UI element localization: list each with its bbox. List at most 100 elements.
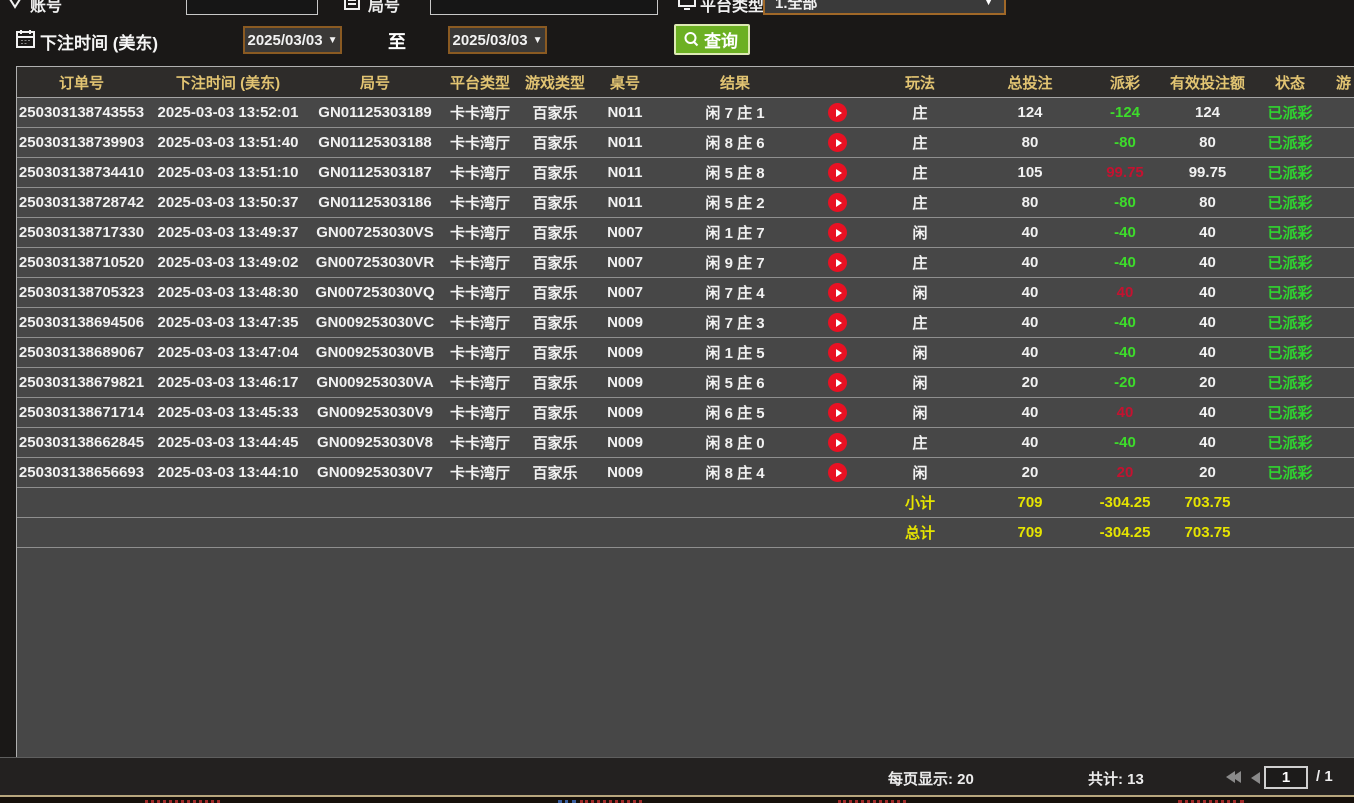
total-count-label: 共计: 13 [1088, 771, 1144, 788]
cell-valid-bet: 40 [1199, 224, 1216, 241]
background-dots [838, 800, 906, 803]
prev-page-button[interactable] [1251, 771, 1260, 788]
table-body: 250303138743553 2025-03-03 13:52:01 GN01… [17, 98, 1354, 488]
round-icon [344, 0, 360, 10]
cell-status: 已派彩 [1267, 165, 1313, 182]
col-bet-time: 下注时间 (美东) [175, 74, 281, 92]
cell-round-id: GN009253030VA [316, 374, 434, 391]
cell-bet-time: 2025-03-03 13:49:02 [157, 254, 299, 271]
cell-total-bet: 40 [1021, 404, 1039, 421]
cell-total-bet: 40 [1021, 434, 1039, 451]
cell-bet-time: 2025-03-03 13:49:37 [157, 224, 299, 241]
cell-table-no: N009 [607, 314, 643, 331]
page-number-input[interactable] [1264, 766, 1308, 789]
play-icon [835, 108, 842, 117]
cell-table-no: N011 [607, 104, 643, 121]
video-play-button[interactable] [828, 223, 847, 242]
cell-order-id: 250303138717330 [18, 224, 145, 241]
cell-order-id: 250303138728742 [18, 194, 145, 211]
grand-total-total-bet: 709 [1017, 524, 1043, 541]
cell-round-id: GN007253030VS [316, 224, 434, 241]
cell-status: 已派彩 [1267, 255, 1313, 272]
cell-bet-time: 2025-03-03 13:48:30 [157, 284, 299, 301]
play-icon [835, 408, 842, 417]
cell-play: 闲 [912, 345, 928, 362]
subtotal-payout: -304.25 [1099, 494, 1151, 511]
table-row: 250303138710520 2025-03-03 13:49:02 GN00… [17, 248, 1354, 278]
video-play-button[interactable] [828, 313, 847, 332]
first-page-icon [1232, 771, 1241, 783]
video-play-button[interactable] [828, 103, 847, 122]
cell-status: 已派彩 [1267, 225, 1313, 242]
cell-result: 闲 1 庄 7 [705, 225, 765, 242]
cell-total-bet: 20 [1021, 374, 1039, 391]
chevron-down-icon: ▼ [532, 34, 543, 46]
background-dots [1178, 800, 1244, 803]
first-page-button[interactable] [1226, 771, 1241, 783]
cell-valid-bet: 124 [1194, 104, 1221, 121]
cell-play: 庄 [912, 105, 928, 122]
cell-video [810, 338, 865, 367]
cell-payout: -40 [1114, 314, 1136, 331]
page-of-label: / 1 [1316, 768, 1333, 785]
cell-status: 已派彩 [1267, 315, 1313, 332]
video-play-button[interactable] [828, 253, 847, 272]
date-to-picker[interactable]: 2025/03/03 ▼ [448, 26, 547, 54]
cell-result: 闲 9 庄 7 [705, 255, 765, 272]
subtotal-row: 小计 709 -304.25 703.75 [17, 488, 1354, 518]
video-play-button[interactable] [828, 373, 847, 392]
video-play-button[interactable] [828, 463, 847, 482]
cell-round-id: GN007253030VR [315, 254, 435, 271]
cell-play: 闲 [912, 375, 928, 392]
subtotal-label: 小计 [904, 495, 935, 512]
grand-total-valid-bet: 703.75 [1184, 524, 1231, 541]
cell-payout: 40 [1116, 404, 1134, 421]
cell-truncated [1330, 248, 1354, 277]
cell-result: 闲 7 庄 3 [705, 315, 765, 332]
cell-game-type: 百家乐 [532, 435, 578, 452]
video-play-button[interactable] [828, 133, 847, 152]
cell-table-no: N011 [607, 164, 643, 181]
round-input[interactable] [430, 0, 658, 15]
video-play-button[interactable] [828, 283, 847, 302]
video-play-button[interactable] [828, 163, 847, 182]
cell-payout: 20 [1116, 464, 1134, 481]
cell-bet-time: 2025-03-03 13:46:17 [157, 374, 299, 391]
cell-result: 闲 7 庄 4 [705, 285, 765, 302]
account-input[interactable] [186, 0, 318, 15]
video-play-button[interactable] [828, 343, 847, 362]
cell-play: 闲 [912, 285, 928, 302]
cell-round-id: GN01125303189 [318, 104, 432, 121]
cell-truncated [1330, 428, 1354, 457]
cell-status: 已派彩 [1267, 195, 1313, 212]
platform-type-select[interactable]: 1.全部 ▼ [763, 0, 1006, 15]
cell-payout: -124 [1109, 104, 1141, 121]
account-icon [9, 0, 21, 9]
date-from-picker[interactable]: 2025/03/03 ▼ [243, 26, 342, 54]
cell-bet-time: 2025-03-03 13:45:33 [157, 404, 299, 421]
background-window-sliver [0, 795, 1354, 803]
video-play-button[interactable] [828, 403, 847, 422]
cell-order-id: 250303138705323 [18, 284, 145, 301]
cell-video [810, 248, 865, 277]
pagination-bar: 每页显示: 20 共计: 13 / 1 [0, 757, 1354, 795]
search-button[interactable]: 查询 [674, 24, 750, 55]
cell-status: 已派彩 [1267, 285, 1313, 302]
cell-order-id: 250303138679821 [18, 374, 145, 391]
platform-type-label: 平台类型 [700, 0, 765, 15]
video-play-button[interactable] [828, 433, 847, 452]
play-icon [835, 468, 842, 477]
cell-round-id: GN009253030V8 [317, 434, 433, 451]
grand-total-payout: -304.25 [1099, 524, 1151, 541]
table-row: 250303138705323 2025-03-03 13:48:30 GN00… [17, 278, 1354, 308]
cell-bet-time: 2025-03-03 13:52:01 [157, 104, 299, 121]
cell-round-id: GN01125303188 [318, 134, 432, 151]
cell-round-id: GN01125303186 [318, 194, 432, 211]
cell-platform: 卡卡湾厅 [449, 465, 510, 482]
cell-result: 闲 8 庄 0 [705, 435, 765, 452]
video-play-button[interactable] [828, 193, 847, 212]
cell-platform: 卡卡湾厅 [449, 345, 510, 362]
cell-video [810, 218, 865, 247]
cell-total-bet: 80 [1021, 134, 1039, 151]
